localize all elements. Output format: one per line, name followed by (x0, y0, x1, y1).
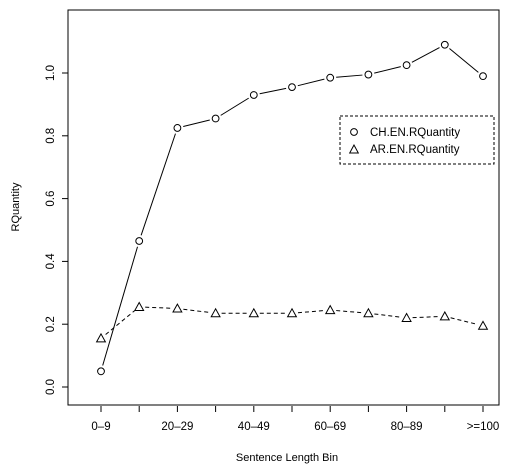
series-line-segment (140, 133, 176, 236)
x-tick-label: 20–29 (161, 421, 193, 433)
x-tick-label: 40–49 (238, 421, 270, 433)
data-point-circle (97, 367, 105, 376)
y-tick-label: 1.0 (45, 65, 57, 81)
series-line-segment (145, 306, 172, 309)
x-tick-label: 0–9 (91, 421, 110, 433)
data-point-circle (479, 72, 487, 81)
series-triangle (95, 301, 489, 343)
y-tick-label: 0.8 (45, 128, 57, 144)
series-line-segment (374, 66, 401, 74)
data-point-triangle (286, 307, 298, 318)
series-line-segment (411, 47, 440, 63)
data-point-circle (288, 83, 296, 92)
data-point-triangle (439, 310, 451, 321)
series-line-segment (102, 246, 138, 366)
series-line-segment (336, 74, 363, 78)
y-tick-label: 0.4 (45, 253, 57, 270)
data-point-triangle (172, 303, 183, 313)
x-tick-label: 80–89 (391, 421, 423, 433)
legend-circle-marker (350, 128, 358, 136)
series-line-segment (374, 313, 401, 318)
data-point-circle (326, 73, 335, 82)
series-layer (95, 40, 489, 376)
y-tick-label: 0.0 (45, 379, 57, 395)
plot-frame (67, 9, 500, 406)
series-line-segment (105, 310, 135, 335)
x-axis-title: Sentence Length Bin (236, 452, 338, 464)
y-axis: 0.0 0.2 0.4 0.6 0.8 1.0 (45, 65, 68, 395)
series-line-segment (183, 119, 210, 127)
series-line-segment (297, 78, 325, 87)
legend: CH.EN.RQuantity AR.EN.RQuantity (339, 115, 495, 165)
y-tick-label: 0.6 (45, 191, 57, 207)
legend-label-ch-en: CH.EN.RQuantity (370, 127, 460, 139)
series-line-segment (412, 316, 439, 319)
data-point-circle (364, 70, 373, 79)
series-line-segment (450, 317, 478, 325)
data-point-triangle (95, 332, 107, 343)
data-point-triangle (477, 320, 489, 330)
legend-box (339, 115, 495, 165)
data-point-triangle (210, 307, 221, 318)
legend-triangle-marker (348, 143, 360, 154)
data-point-triangle (401, 312, 412, 322)
data-point-triangle (133, 301, 145, 311)
data-point-triangle (248, 307, 260, 318)
series-line-segment (297, 310, 325, 314)
series-line-segment (183, 308, 210, 313)
data-point-circle (173, 124, 182, 132)
data-point-triangle (324, 304, 336, 315)
y-axis-title: RQuantity (10, 182, 22, 231)
data-point-circle (402, 61, 411, 70)
x-tick-label: >=100 (467, 421, 500, 433)
y-tick-label: 0.2 (45, 316, 57, 332)
series-line-segment (449, 48, 479, 73)
series-line-segment (259, 87, 287, 95)
data-point-circle (249, 91, 258, 99)
legend-label-ar-en: AR.EN.RQuantity (370, 144, 460, 156)
data-point-circle (211, 114, 220, 123)
data-point-circle (135, 237, 144, 245)
x-tick-label: 60–69 (314, 421, 346, 433)
data-point-triangle (363, 307, 374, 318)
series-circle (97, 40, 487, 376)
x-axis: 0–9 20–29 40–49 60–69 80–89 >=100 (91, 406, 499, 433)
data-point-circle (440, 40, 449, 49)
series-line-segment (336, 310, 363, 314)
series-line-segment (220, 97, 249, 116)
